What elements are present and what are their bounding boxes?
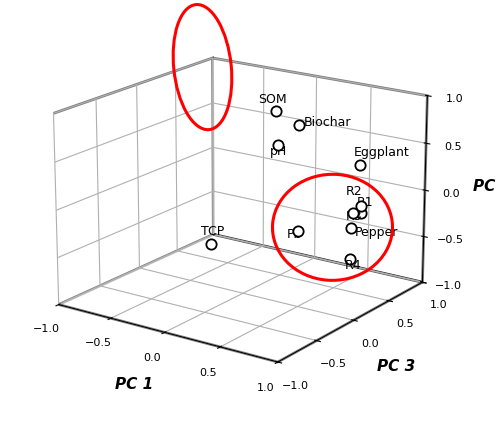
Y-axis label: PC 3: PC 3 — [377, 359, 416, 374]
X-axis label: PC 1: PC 1 — [114, 377, 153, 392]
